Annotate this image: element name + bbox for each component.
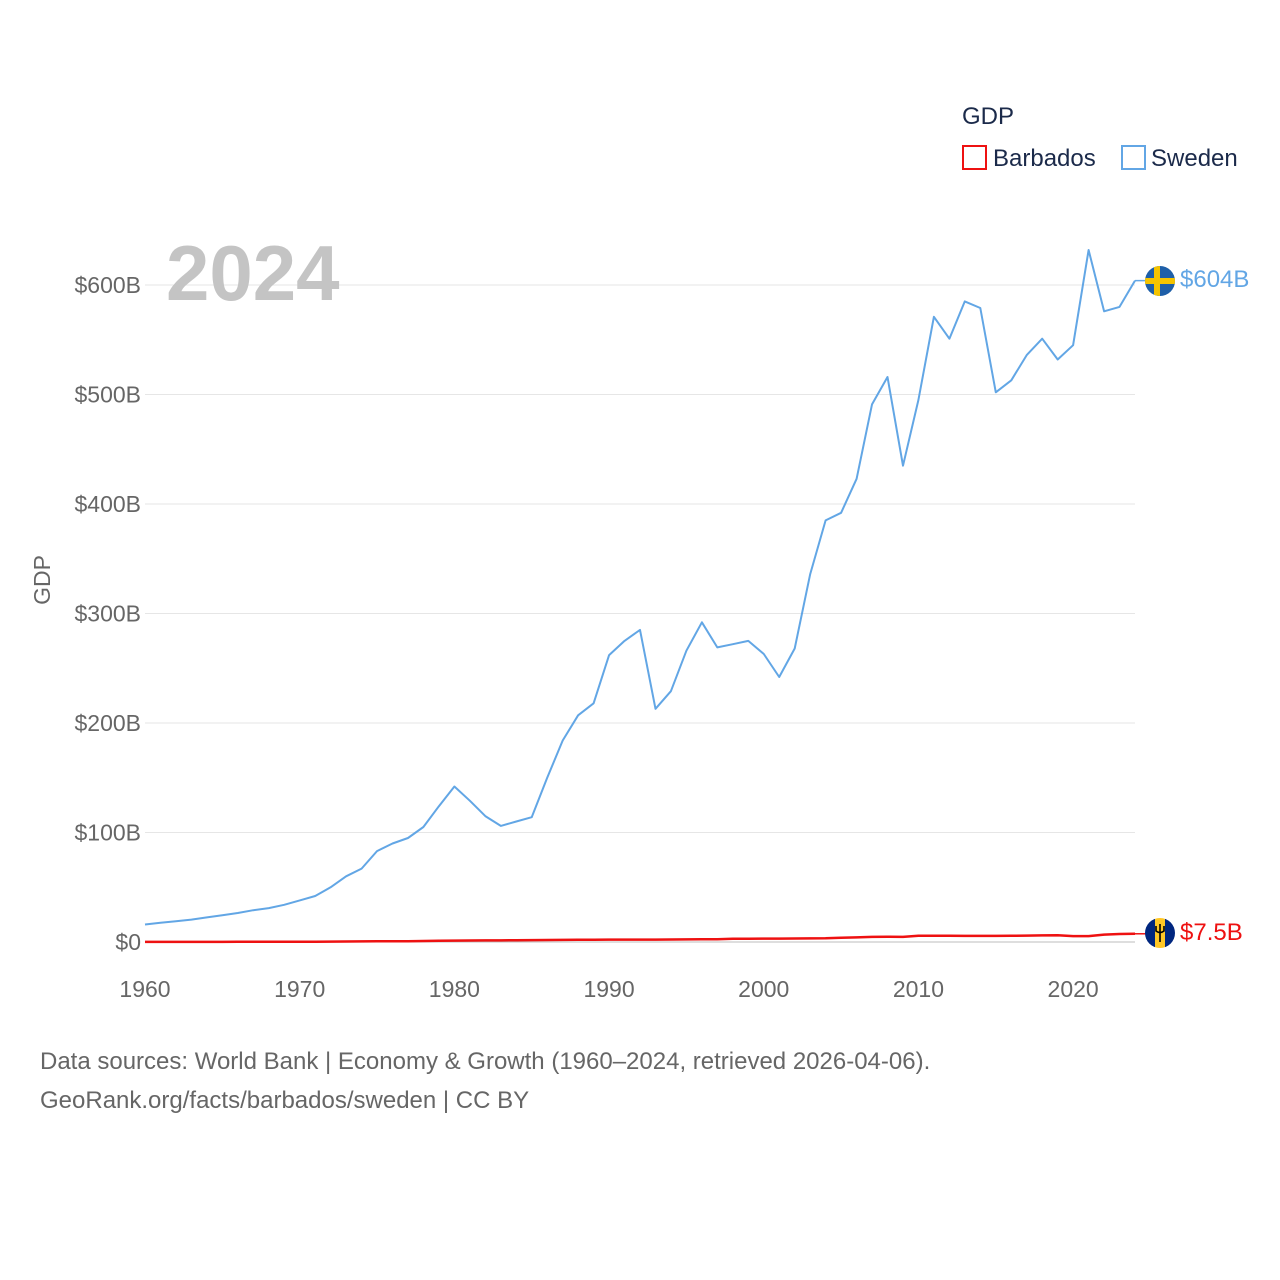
sweden-flag-icon (1145, 266, 1175, 296)
x-tick-label: 2020 (1048, 976, 1099, 1002)
legend-item-sweden[interactable]: Sweden (1121, 145, 1238, 172)
x-axis-ticks: 1960 1970 1980 1990 2000 2010 2020 (119, 976, 1098, 1002)
end-label-sweden: $604B (1180, 266, 1249, 293)
y-tick-label: $100B (74, 820, 141, 846)
legend-title: GDP (962, 103, 1014, 130)
series-line-barbados[interactable] (145, 932, 1136, 944)
legend-swatch-sweden (1121, 145, 1146, 170)
end-label-barbados: $7.5B (1180, 919, 1243, 946)
legend-item-barbados[interactable]: Barbados (962, 145, 1096, 172)
grid-lines (145, 284, 1135, 943)
source-attribution: Data sources: World Bank | Economy & Gro… (40, 1042, 930, 1120)
legend-label-barbados: Barbados (993, 145, 1096, 172)
barbados-flag-icon (1145, 918, 1175, 948)
y-tick-label: $0 (115, 929, 141, 955)
y-axis-title: GDP (29, 555, 55, 605)
source-line-data: Data sources: World Bank | Economy & Gro… (40, 1048, 931, 1075)
x-tick-label: 2000 (738, 976, 789, 1002)
legend: GDP Barbados Sweden (962, 103, 1238, 172)
series-line-sweden[interactable] (144, 249, 1136, 926)
y-axis-ticks: $0 $100B $200B $300B $400B $500B $600B (74, 272, 141, 955)
y-tick-label: $500B (74, 382, 141, 408)
x-tick-label: 1970 (274, 976, 325, 1002)
year-watermark: 2024 (166, 229, 340, 317)
x-tick-label: 2010 (893, 976, 944, 1002)
series-lines (144, 249, 1146, 944)
y-tick-label: $600B (74, 272, 141, 298)
y-tick-label: $300B (74, 601, 141, 627)
x-tick-label: 1990 (583, 976, 634, 1002)
legend-label-sweden: Sweden (1151, 145, 1238, 172)
x-tick-label: 1960 (119, 976, 170, 1002)
gdp-line-chart: 2024 $0 $100B $200B $300B $400B $500B $600B 19… (29, 103, 1249, 1002)
legend-swatch-barbados (962, 145, 987, 170)
y-tick-label: $200B (74, 710, 141, 736)
x-tick-label: 1980 (429, 976, 480, 1002)
y-tick-label: $400B (74, 491, 141, 517)
source-line-link[interactable]: GeoRank.org/facts/barbados/sweden | CC B… (40, 1087, 530, 1114)
